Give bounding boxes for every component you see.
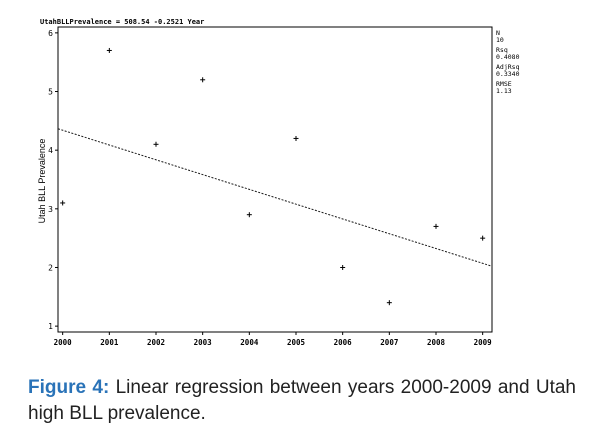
data-points: [60, 47, 486, 306]
stat-value: 10: [496, 36, 504, 44]
data-point: [60, 200, 66, 206]
y-tick-label: 2: [48, 263, 53, 272]
y-tick-label: 1: [48, 322, 53, 331]
data-point: [386, 300, 392, 306]
stat-value: 0.3340: [496, 70, 520, 78]
y-tick-label: 4: [48, 146, 53, 155]
x-tick-label: 2002: [147, 338, 165, 347]
data-point: [246, 212, 252, 218]
data-point: [340, 264, 346, 270]
regression-equation: UtahBLLPrevalence = 508.54 -0.2521 Year: [40, 18, 204, 26]
y-axis-label: Utah BLL Prevalence: [37, 139, 47, 224]
data-point: [200, 77, 206, 83]
stat-label: Rsq: [496, 46, 508, 54]
plot-frame: [57, 26, 493, 333]
x-tick-label: 2000: [54, 338, 73, 347]
stat-value: 1.13: [496, 87, 512, 95]
x-tick-label: 2008: [427, 338, 446, 347]
x-axis: 2000 2001 2002 2003 2004 2005 2006 2007 2008 2009: [54, 332, 493, 347]
caption-label: Figure 4:: [28, 377, 110, 398]
data-point: [293, 135, 299, 141]
stat-label: N: [496, 29, 500, 37]
data-point: [480, 235, 486, 241]
stat-label: RMSE: [496, 80, 512, 88]
y-axis: 1 2 3 4 5 6: [48, 29, 58, 331]
data-point: [106, 47, 112, 53]
data-point: [433, 223, 439, 229]
regression-line: [57, 128, 493, 267]
y-tick-label: 3: [48, 205, 53, 214]
data-point: [153, 141, 159, 147]
y-tick-label: 5: [48, 88, 53, 97]
y-tick-label: 6: [48, 29, 53, 38]
figure-caption: Figure 4: Linear regression between year…: [28, 375, 576, 427]
x-tick-label: 2006: [334, 338, 353, 347]
x-tick-label: 2009: [474, 338, 493, 347]
x-tick-label: 2005: [287, 338, 305, 347]
x-tick-label: 2003: [194, 338, 213, 347]
caption-text: Linear regression between years 2000-200…: [28, 377, 576, 424]
x-tick-label: 2007: [380, 338, 398, 347]
regression-chart: UtahBLLPrevalence = 508.54 -0.2521 Year …: [37, 18, 520, 347]
stat-value: 0.4080: [496, 53, 520, 61]
stat-label: AdjRsq: [496, 63, 520, 71]
x-tick-label: 2001: [100, 338, 119, 347]
x-tick-label: 2004: [240, 338, 259, 347]
